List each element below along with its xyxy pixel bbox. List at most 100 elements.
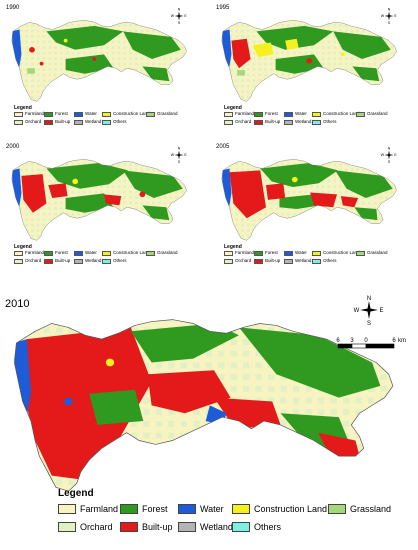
legend-swatch [232,522,250,532]
legend-item-construction-land: Construction Land [312,251,360,256]
scale-tick-label: 6 [336,338,340,344]
legend-swatch [178,522,196,532]
legend-label: Farmland [25,250,45,256]
legend-swatch [74,120,83,125]
legend-swatch [58,522,76,532]
compass-letter: N [178,8,181,12]
legend-swatch [232,504,250,514]
compass-letter: W [171,14,175,18]
compass-rose: NSW E [381,147,398,164]
compass-letter: S [178,21,181,25]
map-legend: Legend Farmland Forest Water Construction La… [14,244,204,272]
legend-item-forest: Forest [44,251,68,256]
legend-swatch [312,251,321,256]
legend-label: Built-up [265,119,281,125]
scale-tick-label: 0 [364,338,368,344]
compass-letter: N [367,296,371,302]
legend-label: Water [200,503,224,514]
legend-swatch [328,504,346,514]
compass-letter: N [388,147,391,151]
legend-label: Orchard [25,119,42,125]
legend-item-grassland: Grassland [146,251,178,256]
map-year-label: 2005 [216,144,230,150]
legend-label: Construction Land [254,503,328,514]
legend-item-grassland: Grassland [356,251,388,256]
legend-swatch [312,112,321,117]
legend-label: Orchard [235,258,252,264]
compass-letter: E [184,153,187,157]
legend-swatch [254,259,263,264]
legend-swatch [146,112,155,117]
legend-label: Wetland [85,119,102,125]
scale-bar: 6 3 0 6 km [336,335,408,351]
map-legend: Legend Farmland Forest Water Construction La… [224,244,414,272]
compass-letter: S [178,160,181,164]
legend-swatch [284,120,293,125]
compass-rose: NSW E [171,147,188,164]
legend-swatch [224,120,233,125]
legend-item-water: Water [74,251,97,256]
legend-item-others: Others [102,259,127,264]
legend-label: Water [85,111,97,117]
compass-letter: S [388,21,391,25]
legend-item-built-up: Built-up [254,120,280,125]
legend-label: Wetland [85,258,102,264]
legend-label: Built-up [55,119,71,125]
legend-swatch [312,259,321,264]
compass-letter: W [381,14,385,18]
legend-item-orchard: Orchard [58,522,113,532]
legend-item-construction-land: Construction Land [312,112,360,117]
legend-label: Grassland [157,111,178,117]
legend-item-built-up: Built-up [44,259,70,264]
legend-item-built-up: Built-up [120,522,173,532]
legend-swatch [224,112,233,117]
legend-swatch [74,251,83,256]
legend-swatch [44,251,53,256]
legend-label: Farmland [235,111,255,117]
legend-label: Construction Land [323,111,360,117]
legend-item-water: Water [178,504,224,514]
legend-label: Wetland [295,119,312,125]
legend-title: Legend [14,244,32,250]
legend-item-built-up: Built-up [44,120,70,125]
legend-item-wetland: Wetland [284,120,311,125]
legend-swatch [120,522,138,532]
compass-letter: S [367,321,371,327]
legend-swatch [178,504,196,514]
legend-label: Grassland [367,250,388,256]
map-year-label: 2010 [5,298,30,310]
legend-label: Forest [142,503,168,514]
compass-rose: NSW E [381,8,398,25]
legend-label: Orchard [25,258,42,264]
legend-swatch [102,120,111,125]
map-year-label: 1990 [6,5,20,11]
legend-item-others: Others [312,259,337,264]
map-year-label: 1995 [216,5,230,11]
compass-letter: E [394,153,397,157]
legend-label: Grassland [350,503,392,514]
legend-label: Built-up [142,521,173,532]
legend-swatch [356,251,365,256]
legend-item-construction-land: Construction Land [102,112,150,117]
legend-item-grassland: Grassland [146,112,178,117]
legend-item-forest: Forest [120,504,168,514]
legend-swatch [224,259,233,264]
legend-item-water: Water [284,251,307,256]
compass-rose: NSW E [354,296,384,327]
legend-label: Forest [265,111,278,117]
legend-label: Farmland [235,250,255,256]
legend-label: Orchard [80,521,113,532]
legend-item-farmland: Farmland [14,251,44,256]
scale-unit: km [398,338,406,344]
legend-swatch [14,251,23,256]
legend-item-orchard: Orchard [224,259,251,264]
legend-label: Orchard [235,119,252,125]
legend-label: Wetland [200,521,233,532]
legend-item-farmland: Farmland [14,112,44,117]
